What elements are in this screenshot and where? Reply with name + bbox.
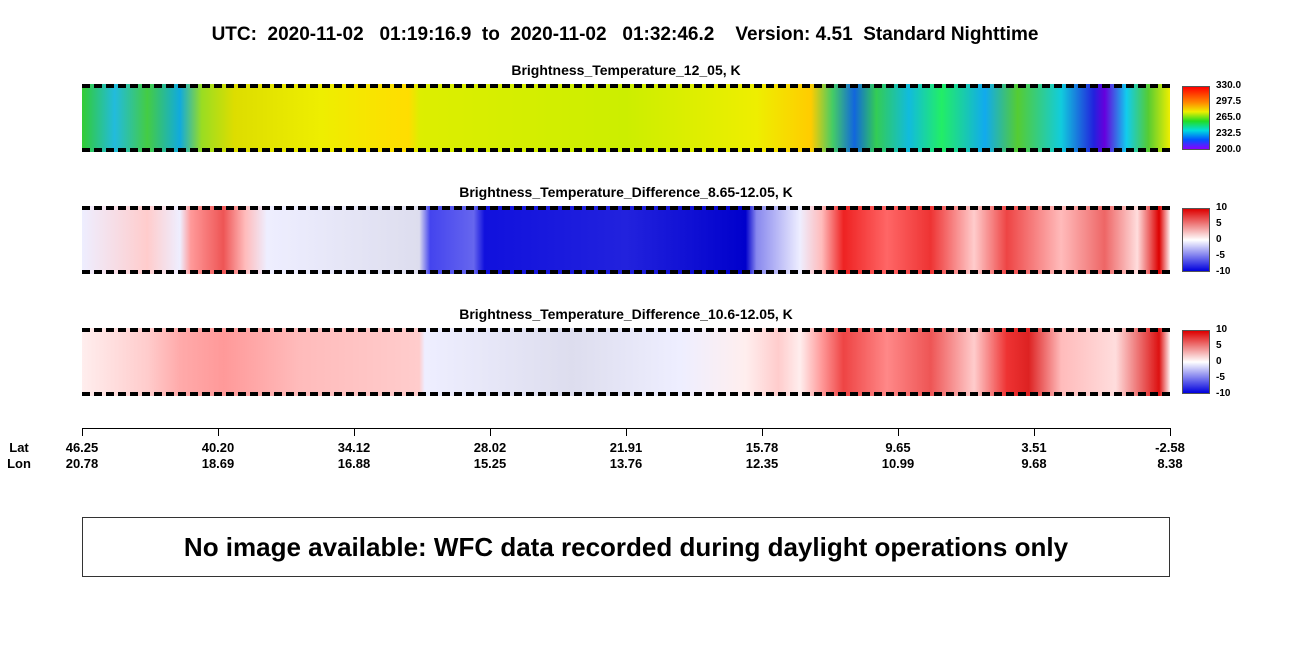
- lon-tick-label: 18.69: [201, 456, 235, 471]
- lon-tick-label: 9.68: [1021, 456, 1047, 471]
- title: UTC: 2020-11-02 01:19:16.9 to 2020-11-02…: [211, 24, 1039, 45]
- colorbar-label: 10: [1216, 202, 1228, 213]
- image-strip: [82, 84, 1170, 152]
- axis-tick: [762, 428, 763, 436]
- lon-tick-label: 20.78: [65, 456, 99, 471]
- lon-tick-label: 13.76: [609, 456, 643, 471]
- lon-tick-label: 10.99: [881, 456, 915, 471]
- lat-tick-label: 21.91: [609, 440, 643, 455]
- axis-tick: [490, 428, 491, 436]
- colorbar: [1182, 330, 1210, 394]
- colorbar-label: 200.0: [1216, 144, 1242, 155]
- lat-tick-label: 34.12: [337, 440, 371, 455]
- axis-tick: [82, 428, 83, 436]
- lon-label: Lon: [7, 456, 31, 471]
- panel-title: Brightness_Temperature_Difference_8.65-1…: [459, 184, 793, 200]
- lat-label: Lat: [9, 440, 29, 455]
- axis-tick: [218, 428, 219, 436]
- lat-tick-label: -2.58: [1155, 440, 1185, 455]
- axis-tick: [354, 428, 355, 436]
- image-strip: [82, 328, 1170, 396]
- colorbar-label: 5: [1216, 340, 1222, 351]
- colorbar-label: 10: [1216, 324, 1228, 335]
- lat-tick-label: 28.02: [473, 440, 507, 455]
- colorbar-label: -10: [1216, 388, 1231, 399]
- lat-tick-label: 3.51: [1021, 440, 1047, 455]
- colorbar-label: 0: [1216, 356, 1222, 367]
- colorbar-label: 232.5: [1216, 128, 1242, 139]
- image-strip: [82, 206, 1170, 274]
- lon-tick-label: 12.35: [745, 456, 779, 471]
- axis-tick: [1170, 428, 1171, 436]
- lat-tick-label: 40.20: [201, 440, 235, 455]
- lon-tick-label: 8.38: [1157, 456, 1183, 471]
- panel-title: Brightness_Temperature_12_05, K: [511, 62, 741, 78]
- colorbar-label: -5: [1216, 250, 1225, 261]
- lon-tick-label: 16.88: [337, 456, 371, 471]
- colorbar: [1182, 86, 1210, 150]
- colorbar-label: 5: [1216, 218, 1222, 229]
- panel-title: Brightness_Temperature_Difference_10.6-1…: [459, 306, 793, 322]
- colorbar-label: -10: [1216, 266, 1231, 277]
- colorbar-label: 297.5: [1216, 96, 1242, 107]
- colorbar-label: -5: [1216, 372, 1225, 383]
- colorbar-label: 265.0: [1216, 112, 1242, 123]
- axis-tick: [1034, 428, 1035, 436]
- notice: No image available: WFC data recorded du…: [82, 517, 1170, 577]
- colorbar-label: 330.0: [1216, 80, 1242, 91]
- colorbar-label: 0: [1216, 234, 1222, 245]
- colorbar: [1182, 208, 1210, 272]
- axis-tick: [898, 428, 899, 436]
- lat-tick-label: 9.65: [885, 440, 911, 455]
- lon-tick-label: 15.25: [473, 456, 507, 471]
- lat-tick-label: 46.25: [65, 440, 99, 455]
- lat-tick-label: 15.78: [745, 440, 779, 455]
- axis-tick: [626, 428, 627, 436]
